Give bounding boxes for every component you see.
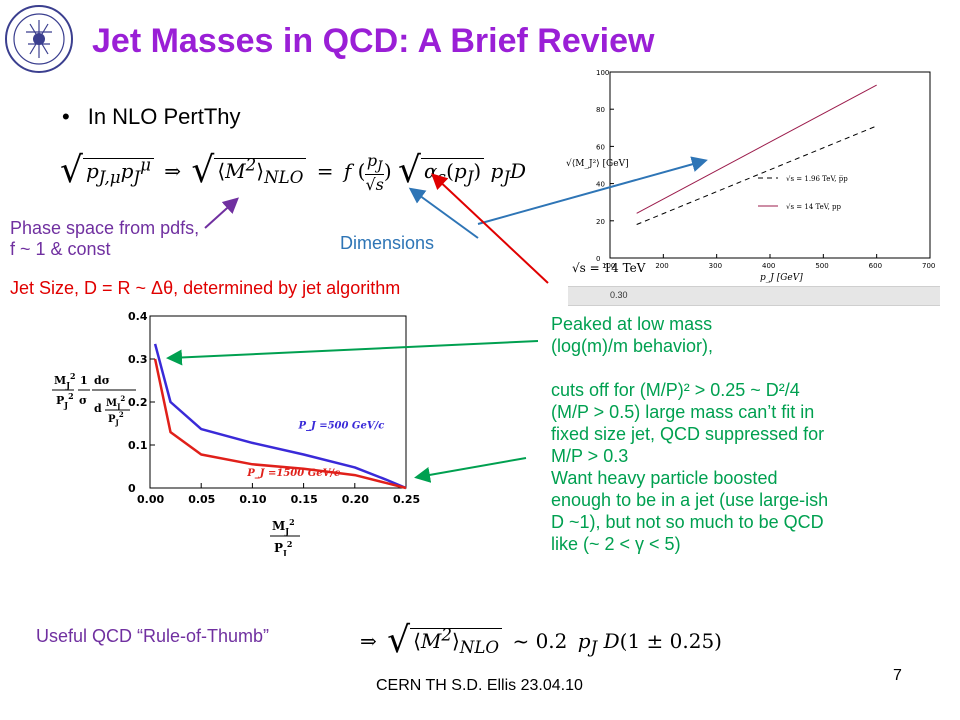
arrow-phase-space: [204, 197, 239, 229]
bullet-item: • In NLO PertThy: [62, 104, 241, 130]
ylabel-one: 1: [80, 374, 88, 387]
rule-of-thumb-label: Useful QCD “Rule-of-Thumb”: [36, 626, 270, 646]
bottom-chart-series: [153, 343, 407, 490]
top-chart-xtick-label: 600: [869, 262, 882, 270]
ylabel-sigma: σ: [79, 394, 87, 407]
arrow-cutoff: [414, 457, 527, 483]
right-text-line-8: Want heavy particle boosted: [551, 468, 778, 488]
top-chart-xtick-label: 300: [709, 262, 722, 270]
series-label-500: P_J =500 GeV/c: [297, 421, 384, 432]
right-text-line-4: cuts off for (M/P)² > 0.25 ~ D²/4: [551, 380, 800, 400]
top-chart-ytick-label: 100: [596, 69, 609, 77]
ylabel-p2: PJ2: [108, 410, 124, 427]
right-text-line-1: Peaked at low mass: [551, 314, 713, 334]
bottom-chart-frame: [149, 315, 407, 489]
top-chart-legend-label: √s = 14 TeV, pp: [786, 203, 842, 211]
jet-mass-formula: √ pJ,μpJμ ⇒ √ ⟨M2⟩NLO = f (pJ √s) √ αs(pJ) p…: [60, 150, 527, 195]
bottom-chart-series-line-1: [153, 358, 407, 490]
ruler-label: 0.30: [610, 290, 628, 300]
right-text-line-5: (M/P > 0.5) large mass can’t fit in: [551, 402, 815, 422]
bottom-chart-axes: 0.00 0.05 0.10 0.15 0.20 0.25 0 0.1 0.2 0.3 0.4: [128, 310, 420, 506]
page-number: 7: [893, 667, 902, 684]
right-explanation-text: Peaked at low mass (log(m)/m behavior), …: [551, 313, 951, 555]
right-text-line-2: (log(m)/m behavior),: [551, 336, 714, 356]
university-seal-logo: [5, 5, 73, 73]
series-label-1500: P_J =1500 GeV/c: [246, 468, 340, 479]
right-text-line-11: like (~ 2 < γ < 5): [551, 534, 681, 554]
right-text-line-6: fixed size jet, QCD suppressed for: [551, 424, 825, 444]
phase-space-line-1: Phase space from pdfs,: [10, 218, 200, 238]
top-chart-ytick-label: 80: [596, 106, 605, 114]
bottom-chart-ylabel: MJ2 PJ2 1 σ dσ d MJ2 PJ2: [52, 371, 136, 427]
bottom-chart-ytick-label: 0.4: [128, 310, 148, 323]
top-right-chart: 100 200 300 400 500 600 700 0 20 40 60 80 100 √s = 1…: [566, 69, 935, 283]
svg-text:MJ2: MJ2: [272, 517, 295, 536]
top-chart-frame: [609, 71, 931, 259]
footer: CERN TH S.D. Ellis 23.04.10: [376, 677, 583, 694]
bottom-left-chart: 0.00 0.05 0.10 0.15 0.20 0.25 0 0.1 0.2 0.3 0.4 P_…: [52, 310, 420, 556]
bottom-chart-xlabel: MJ2 PJ2: [270, 517, 300, 556]
top-chart-xtick-label: 400: [762, 262, 775, 270]
bottom-chart-xtick-label: 0.00: [137, 493, 164, 506]
bottom-chart-ytick-label: 0.1: [128, 439, 148, 452]
bottom-chart-ytick-label: 0.3: [128, 353, 148, 366]
ylabel-p: PJ2: [56, 391, 74, 410]
top-chart-ytick-label: 0: [596, 255, 600, 263]
svg-text:PJ2: PJ2: [274, 539, 292, 556]
top-chart-xtick-label: 700: [922, 262, 935, 270]
bottom-chart-xtick-label: 0.25: [393, 493, 420, 506]
top-chart-xtick-label: 200: [655, 262, 668, 270]
bullet-text: In NLO PertThy: [87, 104, 241, 129]
right-text-line-7: M/P > 0.3: [551, 446, 629, 466]
bottom-chart-xtick-label: 0.05: [188, 493, 215, 506]
bottom-chart-series-line-0: [153, 343, 407, 490]
ylabel-m: MJ2: [54, 371, 76, 390]
top-chart-ytick-label: 40: [596, 181, 605, 189]
bottom-chart-ytick-label: 0.2: [128, 396, 148, 409]
bullet-dot-icon: •: [62, 104, 70, 129]
arrow-dimensions-formula: [408, 187, 479, 239]
top-chart-legend-label: √s = 1.96 TeV, p̅p: [786, 175, 848, 183]
ylabel-dsigma: dσ: [94, 374, 110, 387]
right-text-line-9: enough to be in a jet (use large-ish: [551, 490, 829, 510]
top-chart-ylabel: √⟨M_J²⟩ [GeV]: [566, 158, 629, 169]
bottom-chart-ytick-label: 0: [128, 482, 136, 495]
bottom-chart-xtick-label: 0.10: [239, 493, 266, 506]
rule-of-thumb-formula: ⇒ √ ⟨M2⟩NLO ~ 0.2 pJ D(1 ± 0.25): [360, 620, 722, 661]
right-text-line-10: D ~1), but not so much to be QCD: [551, 512, 824, 532]
right-text-line-3: [551, 357, 951, 379]
phase-space-line-2: f ~ 1 & const: [10, 239, 111, 259]
top-chart-legend: √s = 1.96 TeV, p̅p √s = 14 TeV, pp: [758, 175, 848, 211]
ylabel-d: d: [94, 402, 102, 415]
bottom-chart-xtick-label: 0.20: [342, 493, 369, 506]
top-chart-axes: 100 200 300 400 500 600 700 0 20 40 60 80 100: [596, 69, 935, 270]
top-chart-annotation: √s = 14 TeV: [572, 261, 646, 275]
jet-size-annotation: Jet Size, D = R ~ Δθ, determined by jet …: [10, 278, 401, 298]
top-chart-xlabel: p_J [GeV]: [760, 273, 803, 283]
ylabel-m2: MJ2: [106, 394, 125, 411]
top-chart-ytick-label: 60: [596, 143, 605, 151]
top-chart-ytick-label: 20: [596, 218, 605, 226]
dimensions-annotation: Dimensions: [340, 233, 435, 253]
top-chart-xtick-label: 100: [602, 262, 615, 270]
bottom-chart-labels: P_J =500 GeV/c P_J =1500 GeV/c: [246, 421, 384, 479]
scale-ruler: 0.30: [568, 286, 940, 306]
slide-title: Jet Masses in QCD: A Brief Review: [92, 22, 655, 60]
top-chart-series-line-0: [636, 125, 877, 225]
bottom-chart-xtick-label: 0.15: [291, 493, 318, 506]
top-chart-series-line-1: [636, 84, 877, 214]
top-chart-xtick-label: 500: [815, 262, 828, 270]
phase-space-annotation: Phase space from pdfs, f ~ 1 & const: [10, 218, 199, 260]
